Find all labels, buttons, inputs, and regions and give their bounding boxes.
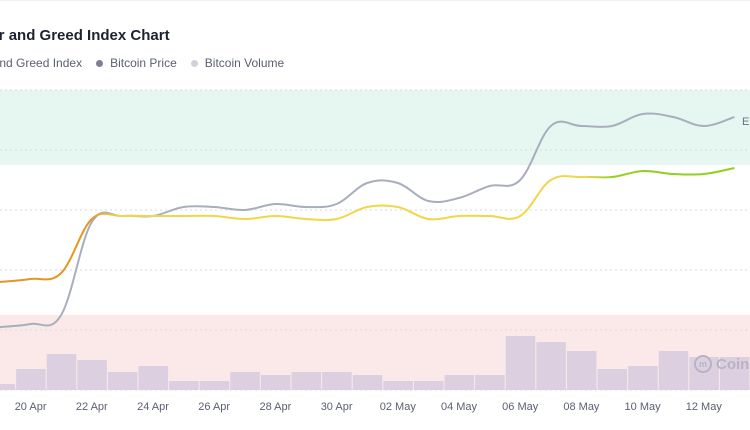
watermark-text: Coin <box>716 355 750 373</box>
volume-bar[interactable] <box>107 372 138 390</box>
volume-bar[interactable] <box>169 381 199 390</box>
x-tick-label: 20 Apr <box>15 401 47 413</box>
x-tick-label: 26 Apr <box>198 401 230 413</box>
x-tick-label: 28 Apr <box>259 401 291 413</box>
volume-bar[interactable] <box>658 351 689 390</box>
volume-bar[interactable] <box>352 375 383 390</box>
volume-bar[interactable] <box>138 366 169 390</box>
x-axis: 20 Apr 22 Apr 24 Apr 26 Apr 28 Apr 30 Apr 02 M… <box>15 401 723 413</box>
x-tick-label: 22 Apr <box>76 401 108 413</box>
volume-bar[interactable] <box>77 360 107 390</box>
greed-band <box>0 90 750 165</box>
volume-bar[interactable] <box>260 375 291 390</box>
volume-bar[interactable] <box>628 366 658 390</box>
volume-bar[interactable] <box>322 372 352 390</box>
volume-bar[interactable] <box>475 375 505 390</box>
legend-dot-bitcoin-volume <box>190 59 198 67</box>
x-tick-label: 24 Apr <box>137 401 169 413</box>
volume-bar[interactable] <box>444 375 475 390</box>
legend-item-bitcoin-volume[interactable]: Bitcoin Volume <box>190 56 285 70</box>
volume-bar[interactable] <box>566 351 597 390</box>
x-tick-label: 30 Apr <box>321 401 353 413</box>
fear-greed-index-line[interactable] <box>0 167 735 283</box>
volume-bar[interactable] <box>719 357 750 390</box>
volume-bar[interactable] <box>505 336 536 390</box>
legend-label-fear-greed: ear and Greed Index <box>0 56 83 70</box>
legend-label-bitcoin-price: Bitcoin Price <box>110 56 177 70</box>
volume-bar[interactable] <box>536 342 566 390</box>
legend-label-bitcoin-volume: Bitcoin Volume <box>204 56 285 70</box>
volume-bar[interactable] <box>16 369 46 390</box>
top-divider <box>0 0 750 1</box>
x-tick-label: 08 May <box>563 401 600 413</box>
x-tick-label: 06 May <box>502 401 539 413</box>
volume-bar[interactable] <box>597 369 628 390</box>
volume-bar[interactable] <box>0 384 16 390</box>
chart-annotation: E <box>742 116 749 128</box>
x-tick-label: 02 May <box>380 401 417 413</box>
watermark: m Coin <box>694 355 749 373</box>
x-tick-label: 04 May <box>441 401 478 413</box>
volume-bar[interactable] <box>46 354 77 390</box>
volume-bar[interactable] <box>413 381 444 390</box>
chart-legend: ear and Greed Index Bitcoin Price Bitcoi… <box>0 56 284 70</box>
legend-dot-bitcoin-price <box>96 59 104 67</box>
volume-bar[interactable] <box>383 381 413 390</box>
volume-bar[interactable] <box>230 372 260 390</box>
legend-item-bitcoin-price[interactable]: Bitcoin Price <box>96 56 177 70</box>
fear-greed-line-group <box>0 167 735 283</box>
volume-bar[interactable] <box>199 381 230 390</box>
coinmarketcap-logo-icon: m <box>694 355 712 373</box>
chart-title: ear and Greed Index Chart <box>0 27 170 44</box>
volume-bar[interactable] <box>291 372 322 390</box>
x-tick-label: 12 May <box>686 401 723 413</box>
x-tick-label: 10 May <box>625 401 662 413</box>
legend-item-fear-greed[interactable]: ear and Greed Index <box>0 56 82 70</box>
